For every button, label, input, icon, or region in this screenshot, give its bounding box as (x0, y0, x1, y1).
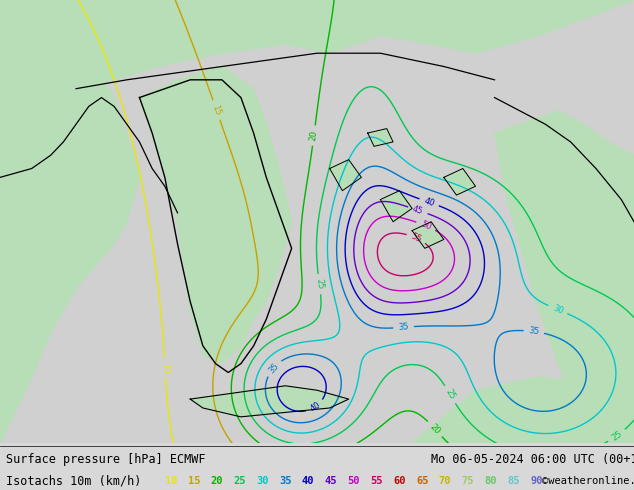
Text: Surface pressure [hPa] ECMWF: Surface pressure [hPa] ECMWF (6, 453, 206, 466)
Text: 15: 15 (210, 103, 223, 117)
Text: 65: 65 (416, 476, 429, 486)
Text: 55: 55 (370, 476, 383, 486)
Text: 55: 55 (410, 232, 423, 245)
Text: 25: 25 (610, 429, 624, 442)
Text: 10: 10 (160, 363, 170, 373)
Text: 60: 60 (393, 476, 406, 486)
Text: 25: 25 (444, 388, 456, 401)
Text: 35: 35 (279, 476, 292, 486)
Text: 70: 70 (439, 476, 451, 486)
Text: 45: 45 (325, 476, 337, 486)
Text: 25: 25 (233, 476, 246, 486)
Polygon shape (330, 160, 361, 191)
Text: 40: 40 (308, 400, 322, 414)
Polygon shape (412, 221, 444, 248)
Text: 25: 25 (314, 278, 325, 290)
Text: 20: 20 (210, 476, 223, 486)
Polygon shape (380, 191, 412, 221)
Text: Isotachs 10m (km/h): Isotachs 10m (km/h) (6, 474, 142, 487)
Polygon shape (444, 169, 476, 195)
Text: ©weatheronline.co.uk: ©weatheronline.co.uk (542, 476, 634, 486)
Text: 35: 35 (528, 326, 540, 337)
Text: Mo 06-05-2024 06:00 UTC (00+102): Mo 06-05-2024 06:00 UTC (00+102) (431, 453, 634, 466)
Polygon shape (412, 377, 634, 443)
Text: 90: 90 (530, 476, 543, 486)
Text: 75: 75 (462, 476, 474, 486)
Polygon shape (0, 0, 634, 98)
Text: 35: 35 (398, 322, 409, 332)
Text: 40: 40 (302, 476, 314, 486)
Text: 80: 80 (484, 476, 497, 486)
Text: 15: 15 (188, 476, 200, 486)
Polygon shape (139, 67, 292, 364)
Text: 30: 30 (256, 476, 269, 486)
Text: 10: 10 (165, 476, 178, 486)
Text: 50: 50 (347, 476, 360, 486)
Text: 40: 40 (423, 196, 436, 208)
Text: 50: 50 (419, 220, 432, 232)
Text: 20: 20 (309, 130, 319, 142)
Polygon shape (495, 111, 634, 443)
Text: 30: 30 (551, 303, 564, 316)
Text: 45: 45 (411, 204, 424, 216)
Text: 35: 35 (267, 361, 280, 375)
Polygon shape (190, 386, 349, 417)
Polygon shape (368, 128, 393, 147)
Text: 85: 85 (507, 476, 520, 486)
Polygon shape (0, 0, 139, 443)
Text: 20: 20 (428, 422, 442, 436)
